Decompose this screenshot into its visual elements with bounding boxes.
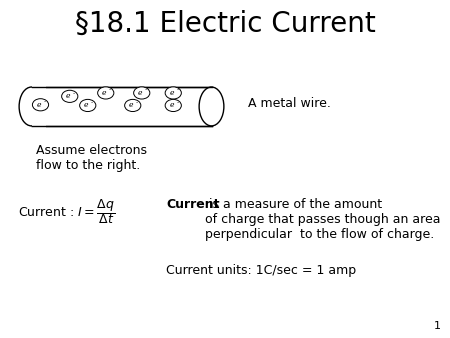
Circle shape [125,99,141,112]
Text: A metal wire.: A metal wire. [248,97,330,110]
Text: -: - [176,100,179,105]
Text: e: e [84,101,89,110]
Bar [32,85,46,127]
Text: e: e [170,101,174,110]
Text: -: - [176,88,179,92]
Text: Current units: 1C/sec = 1 amp: Current units: 1C/sec = 1 amp [166,264,356,276]
Circle shape [134,87,150,99]
Text: §18.1 Electric Current: §18.1 Electric Current [75,10,375,38]
Text: e: e [102,89,107,97]
Text: -: - [136,100,139,105]
Ellipse shape [19,87,44,126]
Text: is a measure of the amount
of charge that passes though an area
perpendicular  t: is a measure of the amount of charge tha… [205,198,440,241]
Text: Current: Current [166,198,220,211]
Text: Current : $I = \dfrac{\Delta q}{\Delta t}$: Current : $I = \dfrac{\Delta q}{\Delta t… [18,197,115,226]
Text: 1: 1 [434,321,441,331]
Bar [32,87,211,126]
Circle shape [165,99,181,112]
Circle shape [80,99,96,112]
Circle shape [98,87,114,99]
Ellipse shape [199,87,224,126]
Text: -: - [44,99,46,104]
Text: -: - [73,91,76,96]
Text: e: e [37,101,41,109]
Text: -: - [145,88,148,92]
Circle shape [62,90,78,102]
Text: e: e [129,101,134,110]
Text: e: e [138,89,143,97]
Text: Assume electrons
flow to the right.: Assume electrons flow to the right. [36,144,147,172]
Circle shape [165,87,181,99]
Text: -: - [109,88,112,92]
Text: e: e [66,92,71,100]
Text: -: - [91,100,94,105]
Circle shape [32,99,49,111]
Text: e: e [170,89,174,97]
